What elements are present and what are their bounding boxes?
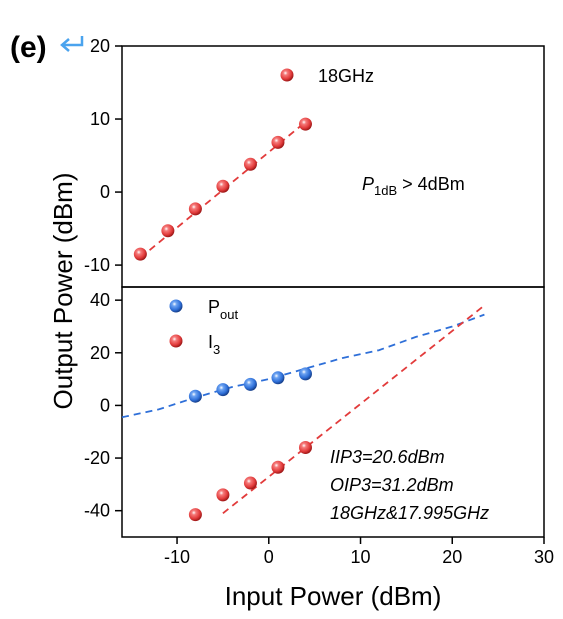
legend-marker-18ghz xyxy=(280,68,294,82)
top-series0-point xyxy=(271,135,285,149)
bottom-legend: Pout I3 xyxy=(208,297,238,357)
bottom-series0-point xyxy=(188,389,202,403)
legend-label-pout: Pout xyxy=(208,297,238,322)
top-legend: 18GHz xyxy=(318,66,374,86)
bottom-series0-point xyxy=(298,367,312,381)
bottom-y-tick-label: -40 xyxy=(84,501,110,521)
p1db-annotation: P1dB > 4dBm xyxy=(362,174,465,198)
x-tick-label: 20 xyxy=(442,547,462,567)
iip3-annotation: IIP3=20.6dBm xyxy=(330,447,445,467)
bottom-fit-line-0 xyxy=(121,313,485,419)
top-y-tick-label: 0 xyxy=(100,182,110,202)
oip3-annotation: OIP3=31.2dBm xyxy=(330,475,454,495)
x-tick-label: 30 xyxy=(534,547,554,567)
top-series0-point xyxy=(243,157,257,171)
bottom-plot-area: -40 -20 0 20 40 -10 0 10 20 30 xyxy=(84,290,554,567)
bottom-y-tick-label: -20 xyxy=(84,448,110,468)
legend-pout-main: P xyxy=(208,297,220,317)
y-axis-title: Output Power (dBm) xyxy=(48,173,78,410)
bottom-series0-point xyxy=(243,377,257,391)
bottom-y-tick-label: 0 xyxy=(100,395,110,415)
top-series0-point xyxy=(188,202,202,216)
bottom-y-tick-label: 40 xyxy=(90,290,110,310)
top-series0-point xyxy=(133,247,147,261)
legend-marker-i3 xyxy=(169,334,183,348)
bottom-series1-point xyxy=(243,476,257,490)
bottom-series0-point xyxy=(216,383,230,397)
top-y-tick-label: 20 xyxy=(90,36,110,56)
legend-label-i3: I3 xyxy=(208,332,220,357)
p1db-value: > 4dBm xyxy=(397,174,465,194)
legend-i3-sub: 3 xyxy=(213,342,220,357)
legend-marker-pout xyxy=(169,299,183,313)
bottom-series0-point xyxy=(271,371,285,385)
bottom-series1-point xyxy=(271,460,285,474)
top-series0-point xyxy=(216,179,230,193)
top-y-tick-label: 10 xyxy=(90,109,110,129)
bottom-series1-point xyxy=(188,508,202,522)
bottom-series1-point xyxy=(298,441,312,455)
bottom-fit-line-1 xyxy=(222,304,485,515)
top-series0-point xyxy=(161,224,175,238)
bottom-panel-frame xyxy=(121,286,545,538)
x-tick-label: -10 xyxy=(164,547,190,567)
top-y-tick-label: -10 xyxy=(84,255,110,275)
x-tick-label: 10 xyxy=(351,547,371,567)
legend-pout-sub: out xyxy=(220,307,238,322)
return-arrow-icon xyxy=(60,36,84,52)
legend-label-18ghz: 18GHz xyxy=(318,66,374,86)
panel-label: (e) xyxy=(10,31,47,64)
top-series0-point xyxy=(298,117,312,131)
p1db-subscript: 1dB xyxy=(374,183,397,198)
bottom-y-tick-label: 20 xyxy=(90,343,110,363)
legend-i3-main: I xyxy=(208,332,213,352)
top-plot-area: -10 0 10 20 xyxy=(84,36,312,275)
frequency-annotation: 18GHz&17.995GHz xyxy=(330,503,489,523)
p1db-symbol: P xyxy=(362,174,374,194)
x-tick-label: 0 xyxy=(264,547,274,567)
bottom-series1-point xyxy=(216,488,230,502)
x-axis-title: Input Power (dBm) xyxy=(225,581,442,611)
